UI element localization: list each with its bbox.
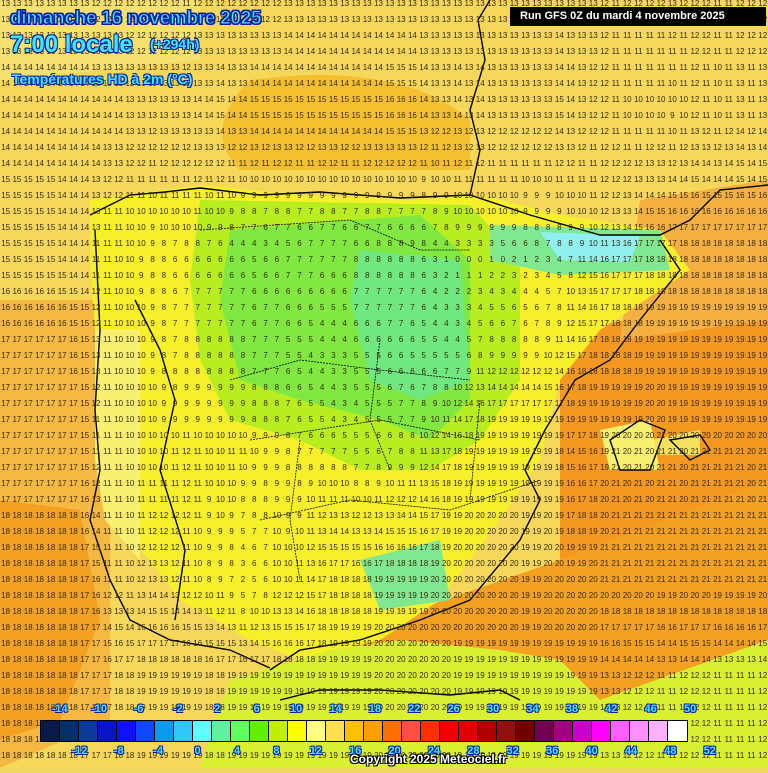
- legend-label-top: 18: [368, 703, 382, 715]
- forecast-date: dimanche 16 novembre 2025: [9, 8, 262, 30]
- legend-label-top: 6: [253, 703, 260, 715]
- forecast-time: 7:00 locale: [10, 31, 133, 58]
- legend-swatch: [459, 721, 478, 741]
- legend-swatch: [573, 721, 592, 741]
- model-run-label: Run GFS 0Z du mardi 4 novembre 2025: [510, 7, 766, 26]
- copyright: Copyright 2025 Meteociel.fr: [350, 752, 507, 766]
- legend-swatch: [535, 721, 554, 741]
- legend-swatch: [60, 721, 79, 741]
- legend-swatch: [231, 721, 250, 741]
- legend-swatch: [668, 721, 687, 741]
- legend-label-bottom: 36: [546, 745, 559, 757]
- legend-label-top: 38: [565, 703, 579, 715]
- legend-swatch: [98, 721, 117, 741]
- legend-label-bottom: 0: [194, 745, 201, 757]
- legend-swatch: [611, 721, 630, 741]
- legend-swatch: [649, 721, 668, 741]
- legend-swatch: [288, 721, 307, 741]
- legend-swatch: [402, 721, 421, 741]
- legend-swatch: [630, 721, 649, 741]
- legend-swatch: [592, 721, 611, 741]
- legend-swatch: [383, 721, 402, 741]
- legend-swatch: [250, 721, 269, 741]
- legend-label-bottom: 4: [233, 745, 241, 757]
- legend-swatch: [516, 721, 535, 741]
- legend-label-top: 10: [289, 703, 303, 715]
- legend-swatch: [117, 721, 136, 741]
- legend-swatch: [79, 721, 98, 741]
- legend-label-top: -6: [133, 703, 144, 715]
- legend-label-bottom: 8: [273, 745, 280, 757]
- legend-swatch: [193, 721, 212, 741]
- legend-swatch: [326, 721, 345, 741]
- legend-label-bottom: 52: [703, 745, 716, 757]
- legend-label-bottom: -4: [153, 745, 164, 757]
- legend-label-top: 46: [644, 703, 657, 715]
- legend-label-bottom: -12: [71, 745, 88, 757]
- legend-label-bottom: 24: [427, 745, 441, 757]
- legend-label-top: -2: [173, 703, 183, 715]
- legend-label-bottom: 48: [664, 745, 677, 757]
- legend-swatch: [269, 721, 288, 741]
- legend-swatch: [497, 721, 516, 741]
- parameter-title: Températures HD à 2m (°C): [12, 71, 193, 87]
- legend-label-top: 14: [329, 703, 342, 715]
- legend-label-bottom: 20: [388, 745, 401, 757]
- legend-swatch: [554, 721, 573, 741]
- legend-label-top: 50: [683, 703, 697, 715]
- legend-swatch: [345, 721, 364, 741]
- legend-label-top: 2: [214, 703, 221, 715]
- legend-swatch: [155, 721, 174, 741]
- forecast-offset: (+294h): [150, 36, 200, 52]
- legend-swatch: [440, 721, 459, 741]
- legend-label-bottom: 32: [506, 745, 519, 757]
- legend-label-bottom: 40: [585, 745, 598, 757]
- legend-swatch: [364, 721, 383, 741]
- legend-swatch: [478, 721, 497, 741]
- legend-swatch: [41, 721, 60, 741]
- color-scale-legend: [40, 720, 688, 742]
- legend-label-top: -14: [51, 703, 68, 715]
- legend-label-top: 22: [408, 703, 421, 715]
- legend-swatch: [136, 721, 155, 741]
- legend-swatch: [174, 721, 193, 741]
- legend-label-top: 30: [486, 703, 500, 715]
- legend-swatch: [421, 721, 440, 741]
- legend-label-top: 42: [605, 703, 618, 715]
- legend-label-top: -10: [91, 703, 108, 715]
- legend-swatch: [307, 721, 326, 741]
- legend-label-bottom: 28: [467, 745, 480, 757]
- legend-label-bottom: -8: [113, 745, 124, 757]
- legend-label-bottom: 44: [624, 745, 638, 757]
- legend-swatch: [212, 721, 231, 741]
- legend-label-bottom: 12: [309, 745, 322, 757]
- legend-label-bottom: 16: [349, 745, 362, 757]
- legend-label-top: 26: [447, 703, 460, 715]
- legend-label-top: 34: [526, 703, 539, 715]
